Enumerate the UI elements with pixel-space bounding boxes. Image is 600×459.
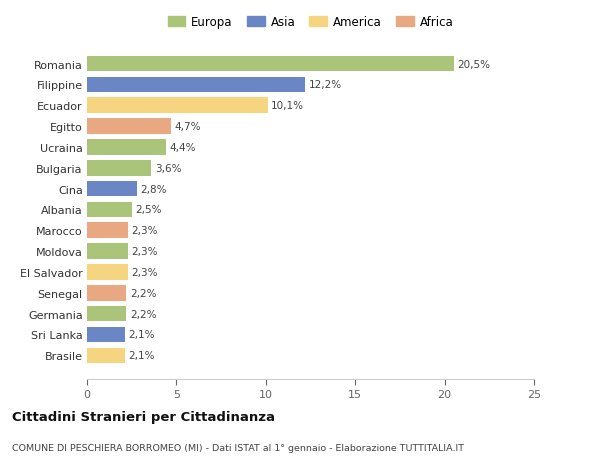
Text: 2,8%: 2,8% <box>140 184 167 194</box>
Text: 4,4%: 4,4% <box>169 143 196 152</box>
Bar <box>87 348 125 364</box>
Bar <box>87 56 454 72</box>
Text: Cittadini Stranieri per Cittadinanza: Cittadini Stranieri per Cittadinanza <box>12 410 275 423</box>
Bar <box>87 140 166 156</box>
Text: 2,3%: 2,3% <box>132 226 158 236</box>
Bar <box>87 223 128 239</box>
Legend: Europa, Asia, America, Africa: Europa, Asia, America, Africa <box>165 13 456 31</box>
Text: 2,1%: 2,1% <box>128 351 155 360</box>
Bar <box>87 78 305 93</box>
Bar <box>87 244 128 259</box>
Text: 10,1%: 10,1% <box>271 101 304 111</box>
Text: 2,3%: 2,3% <box>132 268 158 277</box>
Text: 20,5%: 20,5% <box>457 60 490 69</box>
Text: 2,2%: 2,2% <box>130 309 157 319</box>
Bar <box>87 327 125 342</box>
Text: 12,2%: 12,2% <box>309 80 342 90</box>
Text: COMUNE DI PESCHIERA BORROMEO (MI) - Dati ISTAT al 1° gennaio - Elaborazione TUTT: COMUNE DI PESCHIERA BORROMEO (MI) - Dati… <box>12 443 464 452</box>
Bar <box>87 181 137 197</box>
Text: 2,5%: 2,5% <box>135 205 162 215</box>
Bar <box>87 98 268 114</box>
Bar <box>87 285 127 301</box>
Bar <box>87 202 132 218</box>
Bar <box>87 306 127 322</box>
Text: 2,2%: 2,2% <box>130 288 157 298</box>
Text: 2,3%: 2,3% <box>132 246 158 257</box>
Text: 4,7%: 4,7% <box>175 122 201 132</box>
Bar <box>87 161 151 176</box>
Bar <box>87 264 128 280</box>
Text: 2,1%: 2,1% <box>128 330 155 340</box>
Bar <box>87 119 171 134</box>
Text: 3,6%: 3,6% <box>155 163 181 174</box>
